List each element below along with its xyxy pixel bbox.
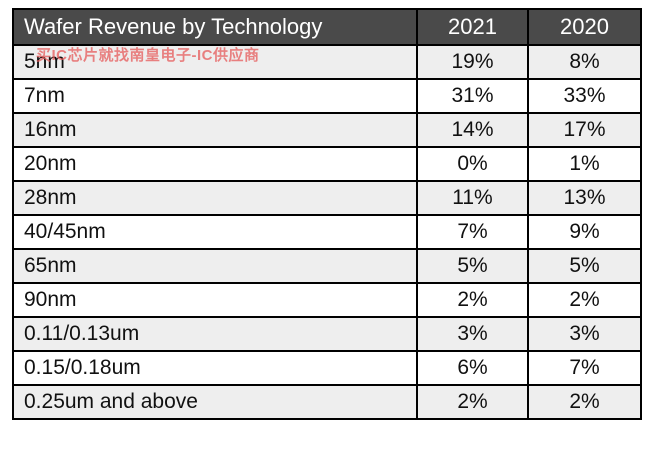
revenue-2020-cell: 13%	[527, 180, 642, 216]
revenue-2020-cell: 17%	[527, 112, 642, 148]
technology-cell: 0.25um and above	[12, 384, 418, 420]
table-row: 28nm 11% 13%	[12, 180, 642, 216]
revenue-2020-cell: 33%	[527, 78, 642, 114]
revenue-2020-cell: 9%	[527, 214, 642, 250]
table-row: 20nm 0% 1%	[12, 146, 642, 182]
revenue-2021-cell: 11%	[416, 180, 529, 216]
revenue-2020-cell: 8%	[527, 44, 642, 80]
table-row: 16nm 14% 17%	[12, 112, 642, 148]
technology-cell: 65nm	[12, 248, 418, 284]
technology-cell: 16nm	[12, 112, 418, 148]
header-technology: Wafer Revenue by Technology	[12, 8, 418, 46]
table-body: 5nm 19% 8% 7nm 31% 33% 16nm 14% 17% 20nm 0% 1% 28nm 1…	[12, 44, 642, 420]
revenue-2021-cell: 2%	[416, 282, 529, 318]
revenue-2021-cell: 3%	[416, 316, 529, 352]
table-row: 0.25um and above 2% 2%	[12, 384, 642, 420]
technology-cell: 5nm	[12, 44, 418, 80]
revenue-table-container: Wafer Revenue by Technology 2021 2020 5n…	[12, 8, 642, 420]
technology-cell: 28nm	[12, 180, 418, 216]
technology-cell: 7nm	[12, 78, 418, 114]
revenue-2021-cell: 14%	[416, 112, 529, 148]
technology-cell: 0.15/0.18um	[12, 350, 418, 386]
revenue-2020-cell: 7%	[527, 350, 642, 386]
table-row: 0.11/0.13um 3% 3%	[12, 316, 642, 352]
table-row: 90nm 2% 2%	[12, 282, 642, 318]
technology-cell: 20nm	[12, 146, 418, 182]
revenue-2020-cell: 1%	[527, 146, 642, 182]
revenue-2021-cell: 6%	[416, 350, 529, 386]
revenue-2021-cell: 0%	[416, 146, 529, 182]
table-row: 40/45nm 7% 9%	[12, 214, 642, 250]
header-2020: 2020	[527, 8, 642, 46]
revenue-2020-cell: 3%	[527, 316, 642, 352]
revenue-2021-cell: 5%	[416, 248, 529, 284]
table-row: 65nm 5% 5%	[12, 248, 642, 284]
revenue-2021-cell: 2%	[416, 384, 529, 420]
revenue-2021-cell: 19%	[416, 44, 529, 80]
table-row: 7nm 31% 33%	[12, 78, 642, 114]
table-row: 0.15/0.18um 6% 7%	[12, 350, 642, 386]
revenue-2020-cell: 5%	[527, 248, 642, 284]
header-2021: 2021	[416, 8, 529, 46]
technology-cell: 40/45nm	[12, 214, 418, 250]
wafer-revenue-table: Wafer Revenue by Technology 2021 2020 5n…	[12, 8, 642, 420]
technology-cell: 0.11/0.13um	[12, 316, 418, 352]
table-header-row: Wafer Revenue by Technology 2021 2020	[12, 8, 642, 46]
revenue-2020-cell: 2%	[527, 282, 642, 318]
revenue-2020-cell: 2%	[527, 384, 642, 420]
table-row: 5nm 19% 8%	[12, 44, 642, 80]
revenue-2021-cell: 7%	[416, 214, 529, 250]
technology-cell: 90nm	[12, 282, 418, 318]
revenue-2021-cell: 31%	[416, 78, 529, 114]
